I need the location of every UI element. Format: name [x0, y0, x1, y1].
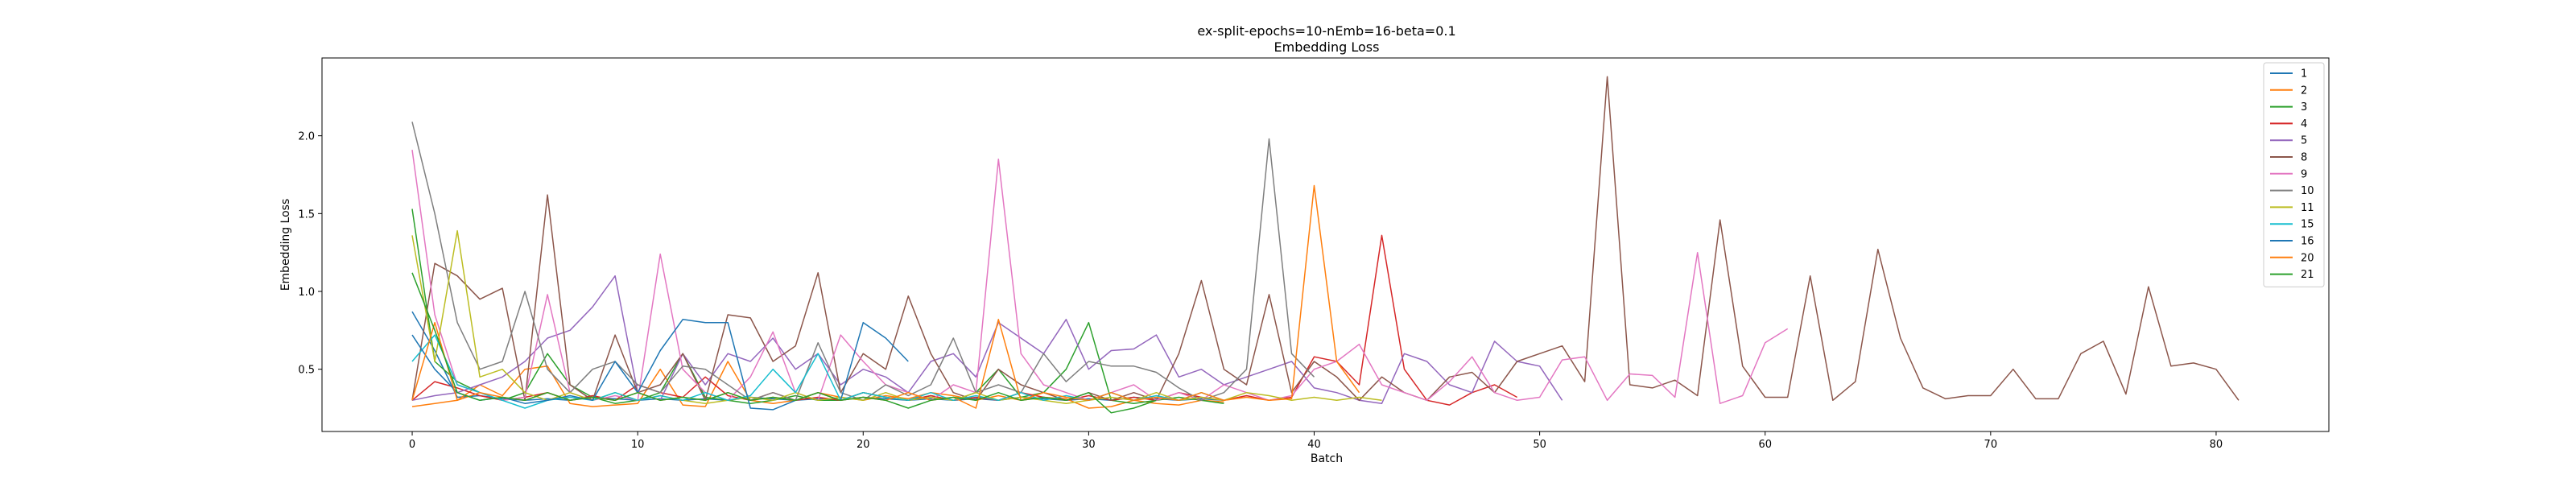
legend: 1 2 3 4 5 8 9 10 11 15 16 20 21 — [2263, 62, 2325, 287]
x-tick-label: 50 — [1533, 439, 1546, 451]
legend-label: 1 — [2301, 68, 2307, 80]
legend-item-16: 16 — [2270, 236, 2314, 248]
legend-item-5: 5 — [2270, 135, 2307, 147]
legend-label: 2 — [2301, 85, 2307, 97]
x-tick-label: 10 — [631, 439, 645, 451]
legend-label: 15 — [2301, 219, 2314, 231]
legend-item-9: 9 — [2270, 168, 2307, 180]
legend-item-20: 20 — [2270, 252, 2314, 264]
legend-label: 8 — [2301, 152, 2307, 164]
legend-item-3: 3 — [2270, 101, 2307, 114]
series-group — [411, 76, 2240, 414]
series-line-5 — [411, 275, 1563, 404]
x-tick-label: 70 — [1984, 439, 1998, 451]
legend-label: 21 — [2301, 269, 2314, 281]
y-tick-label: 1.5 — [298, 208, 315, 221]
legend-item-10: 10 — [2270, 185, 2314, 197]
y-tick-label: 0.5 — [298, 365, 315, 377]
legend-label: 11 — [2301, 202, 2314, 214]
legend-label: 4 — [2301, 118, 2307, 130]
legend-item-11: 11 — [2270, 202, 2314, 214]
x-tick-label: 60 — [1758, 439, 1772, 451]
y-tick-label: 2.0 — [298, 131, 315, 143]
x-tick-label: 80 — [2210, 439, 2223, 451]
legend-frame — [2263, 62, 2325, 287]
legend-item-2: 2 — [2270, 85, 2307, 97]
legend-item-15: 15 — [2270, 219, 2314, 231]
x-tick-label: 20 — [857, 439, 870, 451]
y-tick-label: 1.0 — [298, 287, 315, 299]
x-tick-label: 0 — [409, 439, 415, 451]
legend-item-21: 21 — [2270, 269, 2314, 281]
y-axis-label: Embedding Loss — [279, 199, 292, 291]
x-axis-label: Batch — [1311, 452, 1343, 465]
chart-subtitle: Embedding Loss — [1274, 39, 1380, 55]
plot-area: 0 10 20 30 40 50 60 70 80 0.5 1.0 1.5 2.0 — [298, 57, 2330, 451]
legend-label: 20 — [2301, 252, 2314, 264]
axes-frame — [321, 57, 2330, 432]
legend-label: 10 — [2301, 185, 2314, 197]
series-line-21 — [411, 272, 1157, 414]
legend-label: 3 — [2301, 101, 2307, 114]
legend-item-8: 8 — [2270, 152, 2307, 164]
x-tick-label: 30 — [1082, 439, 1096, 451]
legend-label: 5 — [2301, 135, 2307, 147]
legend-item-4: 4 — [2270, 118, 2307, 130]
legend-item-1: 1 — [2270, 68, 2307, 80]
legend-label: 9 — [2301, 168, 2307, 180]
series-line-8 — [411, 76, 2240, 402]
chart-title: ex-split-epochs=10-nEmb=16-beta=0.1 — [1197, 23, 1455, 39]
legend-label: 16 — [2301, 236, 2314, 248]
x-tick-label: 40 — [1307, 439, 1321, 451]
